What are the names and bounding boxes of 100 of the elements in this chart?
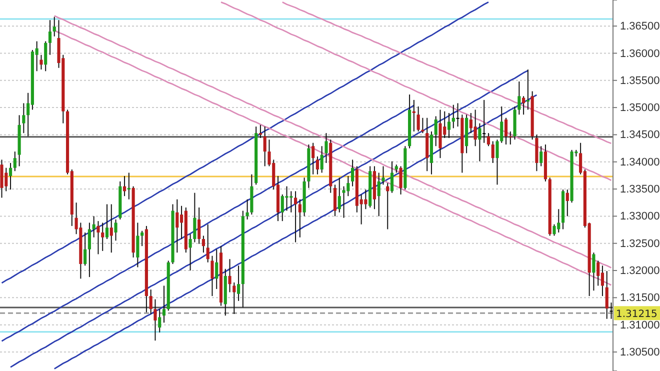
candlestick	[605, 270, 608, 320]
candlestick	[500, 106, 504, 144]
y-tick-label: 1.34500	[620, 129, 660, 142]
candlestick	[412, 99, 416, 132]
candlestick	[482, 99, 486, 144]
candlestick	[566, 189, 569, 217]
y-tick-label: 1.32500	[620, 238, 660, 250]
y-tick-label: 1.34000	[620, 156, 660, 168]
candlestick	[434, 116, 438, 147]
candlestick	[351, 159, 354, 187]
candlestick	[508, 130, 512, 145]
candlestick	[518, 80, 521, 116]
candlestick	[491, 140, 494, 164]
candlestick	[338, 177, 341, 213]
candlestick	[324, 132, 328, 164]
y-tick-label: 1.36000	[620, 48, 660, 60]
candlestick	[382, 166, 385, 186]
line-series	[220, 1, 612, 182]
candlestick	[416, 106, 420, 132]
y-tick-label: 1.31000	[620, 319, 660, 332]
line-series	[1, 104, 415, 342]
candlestick	[421, 117, 424, 134]
candlestick	[522, 96, 526, 116]
candlestick	[486, 132, 490, 147]
candlestick	[258, 124, 262, 138]
candlestick	[96, 220, 100, 255]
candlestick	[210, 255, 214, 297]
candlestick	[610, 302, 613, 320]
candlestick	[399, 166, 402, 195]
candlestick	[298, 198, 302, 238]
line-series	[10, 70, 529, 368]
candlestick	[447, 112, 451, 138]
y-tick-label: 1.31500	[620, 292, 660, 304]
candlestick	[456, 102, 460, 128]
candlestick	[285, 186, 288, 212]
candlestick	[162, 285, 166, 324]
candlestick	[215, 248, 218, 290]
candlestick	[154, 298, 157, 342]
candlestick	[504, 117, 508, 145]
y-tick-label: 1.33000	[620, 210, 660, 223]
candlestick	[320, 146, 324, 174]
candlestick	[140, 230, 144, 247]
candlestick	[88, 222, 91, 278]
candlestick	[237, 265, 240, 302]
candlestick	[8, 162, 12, 190]
candlestick	[202, 235, 205, 254]
candlestick	[22, 102, 26, 134]
candlestick	[342, 186, 346, 218]
candlestick	[188, 234, 192, 272]
candlestick	[101, 222, 104, 252]
candlestick	[596, 260, 600, 286]
candlestick	[592, 252, 596, 292]
candlestick	[114, 218, 118, 242]
y-tick-label: 1.32000	[620, 265, 660, 278]
candlestick	[158, 308, 162, 333]
candlestick	[40, 54, 43, 70]
candlestick	[127, 172, 130, 200]
candlestick	[228, 258, 232, 293]
candlestick	[552, 224, 556, 236]
y-tick-label: 1.36500	[620, 20, 660, 33]
candlestick	[105, 204, 109, 240]
y-tick-label: 1.30500	[620, 346, 660, 359]
candlestick	[316, 156, 319, 175]
candlestick	[122, 175, 126, 197]
candlestick	[206, 224, 210, 263]
candlestick	[333, 184, 337, 217]
candlestick	[110, 204, 113, 254]
candlestick	[0, 159, 4, 198]
candlestick	[232, 282, 236, 314]
candlestick	[312, 142, 315, 175]
candlestick	[478, 122, 482, 162]
candlestick	[176, 198, 179, 254]
candlestick	[13, 151, 16, 172]
line-series	[1, 1, 490, 284]
candlestick	[263, 126, 266, 167]
y-tick-label: 1.35000	[620, 102, 660, 114]
ref-line-label: 1.31215	[616, 309, 658, 320]
candlestick	[474, 109, 477, 147]
candlestick	[390, 160, 394, 194]
candlestick	[386, 182, 390, 230]
candlestick	[198, 207, 201, 244]
line-series	[54, 94, 538, 370]
candlestick	[526, 69, 530, 110]
candlestick	[294, 190, 298, 243]
candlestick	[52, 16, 56, 37]
candlestick	[193, 192, 196, 243]
candlestick	[84, 232, 87, 266]
y-tick-label: 1.33500	[620, 184, 660, 196]
candlestick	[149, 289, 152, 314]
candlestick	[44, 40, 48, 72]
y-tick-label: 1.35500	[620, 74, 660, 87]
candlestick	[377, 172, 380, 217]
candlestick	[600, 265, 604, 297]
line-series	[282, 1, 612, 144]
candlestick	[540, 146, 543, 167]
candlestick	[48, 20, 52, 56]
candlestick	[92, 216, 96, 238]
candlestick	[364, 189, 368, 210]
candlestick	[496, 139, 499, 186]
candlestick	[136, 222, 140, 268]
